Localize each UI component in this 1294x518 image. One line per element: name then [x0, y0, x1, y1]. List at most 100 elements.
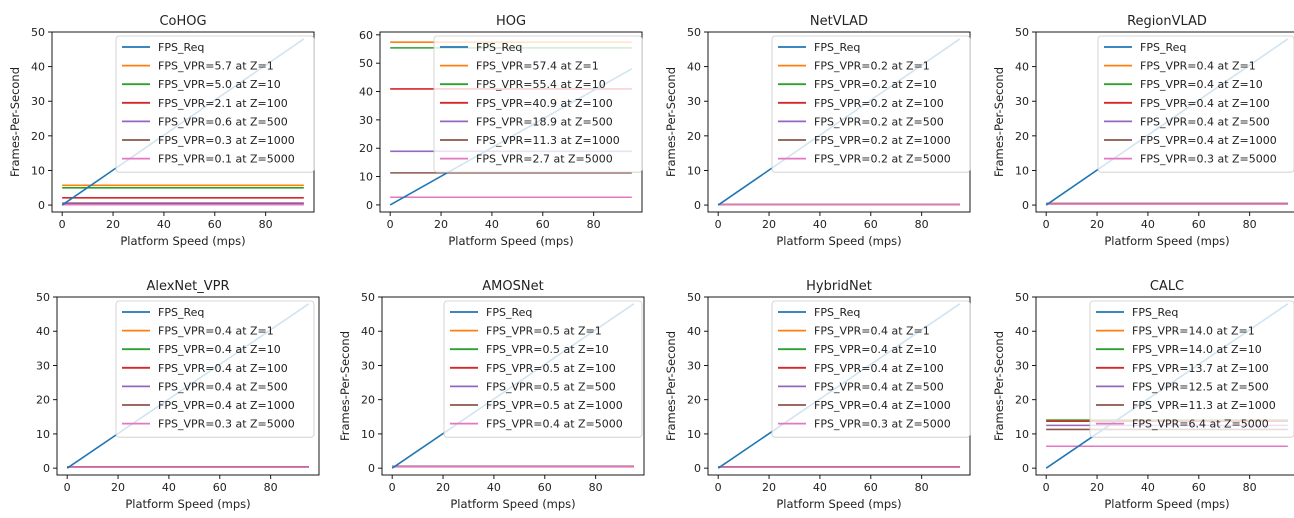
y-tick-label: 50: [1015, 26, 1029, 39]
y-tick-label: 10: [361, 428, 375, 441]
y-tick-label: 60: [359, 29, 373, 42]
legend: FPS_Req FPS_VPR=5.7 at Z=1 FPS_VPR=5.0 at …: [115, 35, 315, 173]
x-tick-label: 80: [915, 481, 929, 494]
x-tick-label: 40: [813, 218, 827, 231]
legend-entry: FPS_VPR=40.9 at Z=100: [476, 97, 613, 110]
y-tick-label: 10: [1015, 428, 1029, 441]
y-tick-label: 30: [36, 359, 50, 372]
y-tick-label: 40: [361, 325, 375, 338]
y-tick-label: 30: [1015, 95, 1029, 108]
subplot-alexnet-vpr: AlexNet_VPR 0 20 40 60 80 0 10 20 30 40 50 Platform …: [36, 279, 320, 511]
legend-entry: FPS_VPR=0.2 at Z=5000: [814, 153, 951, 166]
x-tick-label: 0: [715, 218, 722, 231]
x-axis-label: Platform Speed (mps): [776, 497, 901, 511]
legend-entry: FPS_Req: [158, 41, 204, 54]
y-axis-label: Frames-Per-Second: [992, 67, 1006, 177]
y-tick-label: 20: [687, 394, 701, 407]
x-axis-label: Platform Speed (mps): [1104, 497, 1229, 511]
x-tick-label: 20: [1090, 218, 1104, 231]
subplot-calc: CALC 0 20 40 60 80 0 10 20 30 40 50 Platform Speed (…: [992, 279, 1294, 511]
legend-entry: FPS_Req: [1132, 306, 1178, 319]
legend-entry: FPS_VPR=0.2 at Z=1: [814, 60, 930, 73]
y-tick-label: 10: [36, 428, 50, 441]
legend-entry: FPS_VPR=2.7 at Z=5000: [476, 153, 613, 166]
x-tick-label: 20: [762, 481, 776, 494]
y-tick-label: 40: [359, 86, 373, 99]
subplot-amosnet: AMOSNet 0 20 40 60 80 0 10 20 30 40 50 Platform Spee…: [338, 279, 645, 511]
x-tick-label: 40: [162, 481, 176, 494]
y-tick-label: 0: [38, 199, 45, 212]
legend-entry: FPS_VPR=5.7 at Z=1: [158, 60, 274, 73]
legend-entry: FPS_VPR=55.4 at Z=10: [476, 78, 606, 91]
legend-box: [1097, 35, 1294, 173]
x-tick-label: 40: [1141, 481, 1155, 494]
chart-title: HOG: [496, 14, 526, 29]
chart-title: NetVLAD: [810, 14, 868, 29]
y-tick-label: 30: [1015, 359, 1029, 372]
legend-entry: FPS_VPR=0.2 at Z=1000: [814, 134, 951, 147]
y-tick-label: 20: [31, 130, 45, 143]
legend-entry: FPS_VPR=14.0 at Z=10: [1132, 343, 1262, 356]
y-axis-label: Frames-Per-Second: [338, 331, 352, 441]
chart-title: CoHOG: [159, 14, 206, 29]
x-tick-label: 80: [264, 481, 278, 494]
y-tick-label: 30: [31, 95, 45, 108]
legend-entry: FPS_Req: [476, 41, 522, 54]
chart-title: RegionVLAD: [1127, 14, 1207, 29]
x-tick-label: 60: [864, 218, 878, 231]
x-axis-label: Platform Speed (mps): [125, 497, 250, 511]
x-tick-label: 0: [715, 481, 722, 494]
legend-entry: FPS_VPR=0.4 at Z=1: [158, 325, 274, 338]
legend: FPS_Req FPS_VPR=14.0 at Z=1 FPS_VPR=14.0 a…: [1089, 300, 1294, 438]
legend: FPS_Req FPS_VPR=0.4 at Z=1 FPS_VPR=0.4 at …: [115, 300, 315, 438]
y-tick-label: 0: [694, 199, 701, 212]
legend-entry: FPS_VPR=0.4 at Z=500: [814, 380, 944, 393]
legend-entry: FPS_VPR=0.4 at Z=1: [814, 325, 930, 338]
subplot-hog: HOG 0 20 40 60 80 0 10 20 30 40 50 60 Platform Speed …: [359, 14, 643, 248]
y-tick-label: 10: [31, 164, 45, 177]
y-tick-label: 20: [359, 142, 373, 155]
legend-entry: FPS_VPR=11.3 at Z=1000: [1132, 399, 1276, 412]
legend-entry: FPS_VPR=0.2 at Z=100: [814, 97, 944, 110]
x-tick-label: 40: [487, 481, 501, 494]
legend-entry: FPS_VPR=0.4 at Z=500: [1140, 115, 1270, 128]
legend-entry: FPS_VPR=0.4 at Z=10: [158, 343, 281, 356]
y-tick-label: 0: [366, 199, 373, 212]
y-tick-label: 10: [1015, 164, 1029, 177]
axes-frame: [1035, 31, 1294, 213]
x-axis-label: Platform Speed (mps): [120, 234, 245, 248]
y-tick-label: 30: [359, 114, 373, 127]
y-tick-label: 0: [694, 462, 701, 475]
legend-entry: FPS_VPR=0.4 at Z=5000: [486, 418, 623, 431]
legend-entry: FPS_VPR=2.1 at Z=100: [158, 97, 288, 110]
x-axis-label: Platform Speed (mps): [450, 497, 575, 511]
chart-title: AlexNet_VPR: [146, 279, 229, 294]
x-tick-label: 20: [1090, 481, 1104, 494]
legend-box: [115, 300, 315, 438]
legend-box: [771, 35, 971, 173]
x-tick-label: 60: [864, 481, 878, 494]
y-tick-label: 20: [1015, 394, 1029, 407]
legend-entry: FPS_VPR=13.7 at Z=100: [1132, 362, 1269, 375]
y-tick-label: 10: [687, 428, 701, 441]
legend-entry: FPS_Req: [814, 41, 860, 54]
x-tick-label: 0: [387, 218, 394, 231]
x-tick-label: 80: [587, 218, 601, 231]
legend-entry: FPS_Req: [158, 306, 204, 319]
y-tick-label: 50: [687, 291, 701, 304]
y-tick-label: 50: [1015, 291, 1029, 304]
x-tick-label: 20: [762, 218, 776, 231]
x-tick-label: 60: [208, 218, 222, 231]
y-tick-label: 30: [361, 359, 375, 372]
legend-entry: FPS_VPR=0.5 at Z=1000: [486, 399, 623, 412]
y-axis-label: Frames-Per-Second: [664, 67, 678, 177]
y-tick-label: 0: [368, 462, 375, 475]
x-tick-label: 60: [536, 218, 550, 231]
y-tick-label: 0: [1022, 199, 1029, 212]
x-tick-label: 40: [485, 218, 499, 231]
legend-entry: FPS_VPR=14.0 at Z=1: [1132, 325, 1255, 338]
x-tick-label: 40: [1141, 218, 1155, 231]
axes-frame: [56, 296, 320, 476]
x-tick-label: 80: [915, 218, 929, 231]
